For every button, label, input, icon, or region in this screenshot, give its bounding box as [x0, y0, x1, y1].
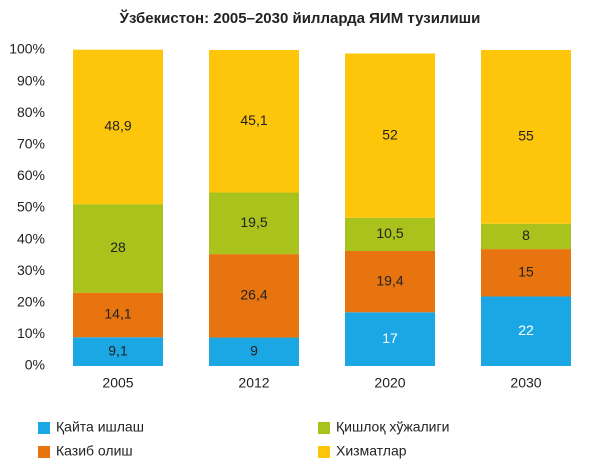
legend-swatch — [38, 422, 50, 434]
data-label: 45,1 — [240, 112, 267, 128]
y-tick-label: 0% — [25, 357, 45, 373]
data-label: 14,1 — [104, 306, 131, 322]
y-tick-label: 100% — [9, 41, 45, 57]
y-tick-label: 60% — [17, 167, 45, 183]
data-label: 48,9 — [104, 118, 131, 134]
legend-label: Қишлоқ хўжалиги — [336, 419, 449, 435]
data-label: 8 — [522, 227, 530, 243]
bar-segment — [481, 249, 571, 297]
y-tick-label: 10% — [17, 325, 45, 341]
y-tick-label: 90% — [17, 72, 45, 88]
x-tick-label: 2005 — [102, 375, 133, 391]
data-label: 28 — [110, 239, 126, 255]
legend-label: Қайта ишлаш — [56, 419, 144, 435]
data-label: 19,5 — [240, 214, 267, 230]
data-label: 55 — [518, 128, 534, 144]
y-tick-label: 70% — [17, 136, 45, 152]
data-label: 26,4 — [240, 287, 267, 303]
data-label: 10,5 — [376, 225, 403, 241]
y-tick-label: 40% — [17, 230, 45, 246]
legend-label: Казиб олиш — [56, 443, 133, 459]
bar-segment — [73, 49, 163, 205]
bar-segment — [73, 292, 163, 338]
bar-segment — [345, 53, 435, 218]
bar-segment — [345, 312, 435, 366]
legend-swatch — [38, 446, 50, 458]
bar-segment — [209, 192, 299, 255]
data-label: 15 — [518, 263, 534, 279]
bar-segment — [481, 50, 571, 224]
data-label: 19,4 — [376, 272, 403, 288]
x-tick-label: 2012 — [238, 375, 269, 391]
y-tick-label: 50% — [17, 199, 45, 215]
legend-label: Хизматлар — [336, 443, 407, 459]
y-tick-label: 20% — [17, 294, 45, 310]
y-tick-label: 30% — [17, 262, 45, 278]
bar-segment — [209, 337, 299, 366]
data-label: 9,1 — [108, 342, 128, 358]
bar-segment — [481, 296, 571, 366]
y-tick-label: 80% — [17, 104, 45, 120]
chart-title: Ўзбекистон: 2005–2030 йилларда ЯИМ тузил… — [119, 9, 481, 27]
legend-swatch — [318, 446, 330, 458]
x-tick-label: 2020 — [374, 375, 405, 391]
bar-segment — [345, 250, 435, 313]
data-label: 17 — [382, 330, 398, 346]
data-label: 9 — [250, 342, 258, 358]
bar-segment — [345, 217, 435, 251]
bar-segment — [73, 204, 163, 293]
data-label: 52 — [382, 126, 398, 142]
bar-segment — [209, 50, 299, 193]
bar-segment — [209, 254, 299, 338]
legend-swatch — [318, 422, 330, 434]
bar-segment — [73, 337, 163, 366]
bar-segment — [481, 223, 571, 250]
x-tick-label: 2030 — [510, 375, 541, 391]
data-label: 22 — [518, 322, 534, 338]
